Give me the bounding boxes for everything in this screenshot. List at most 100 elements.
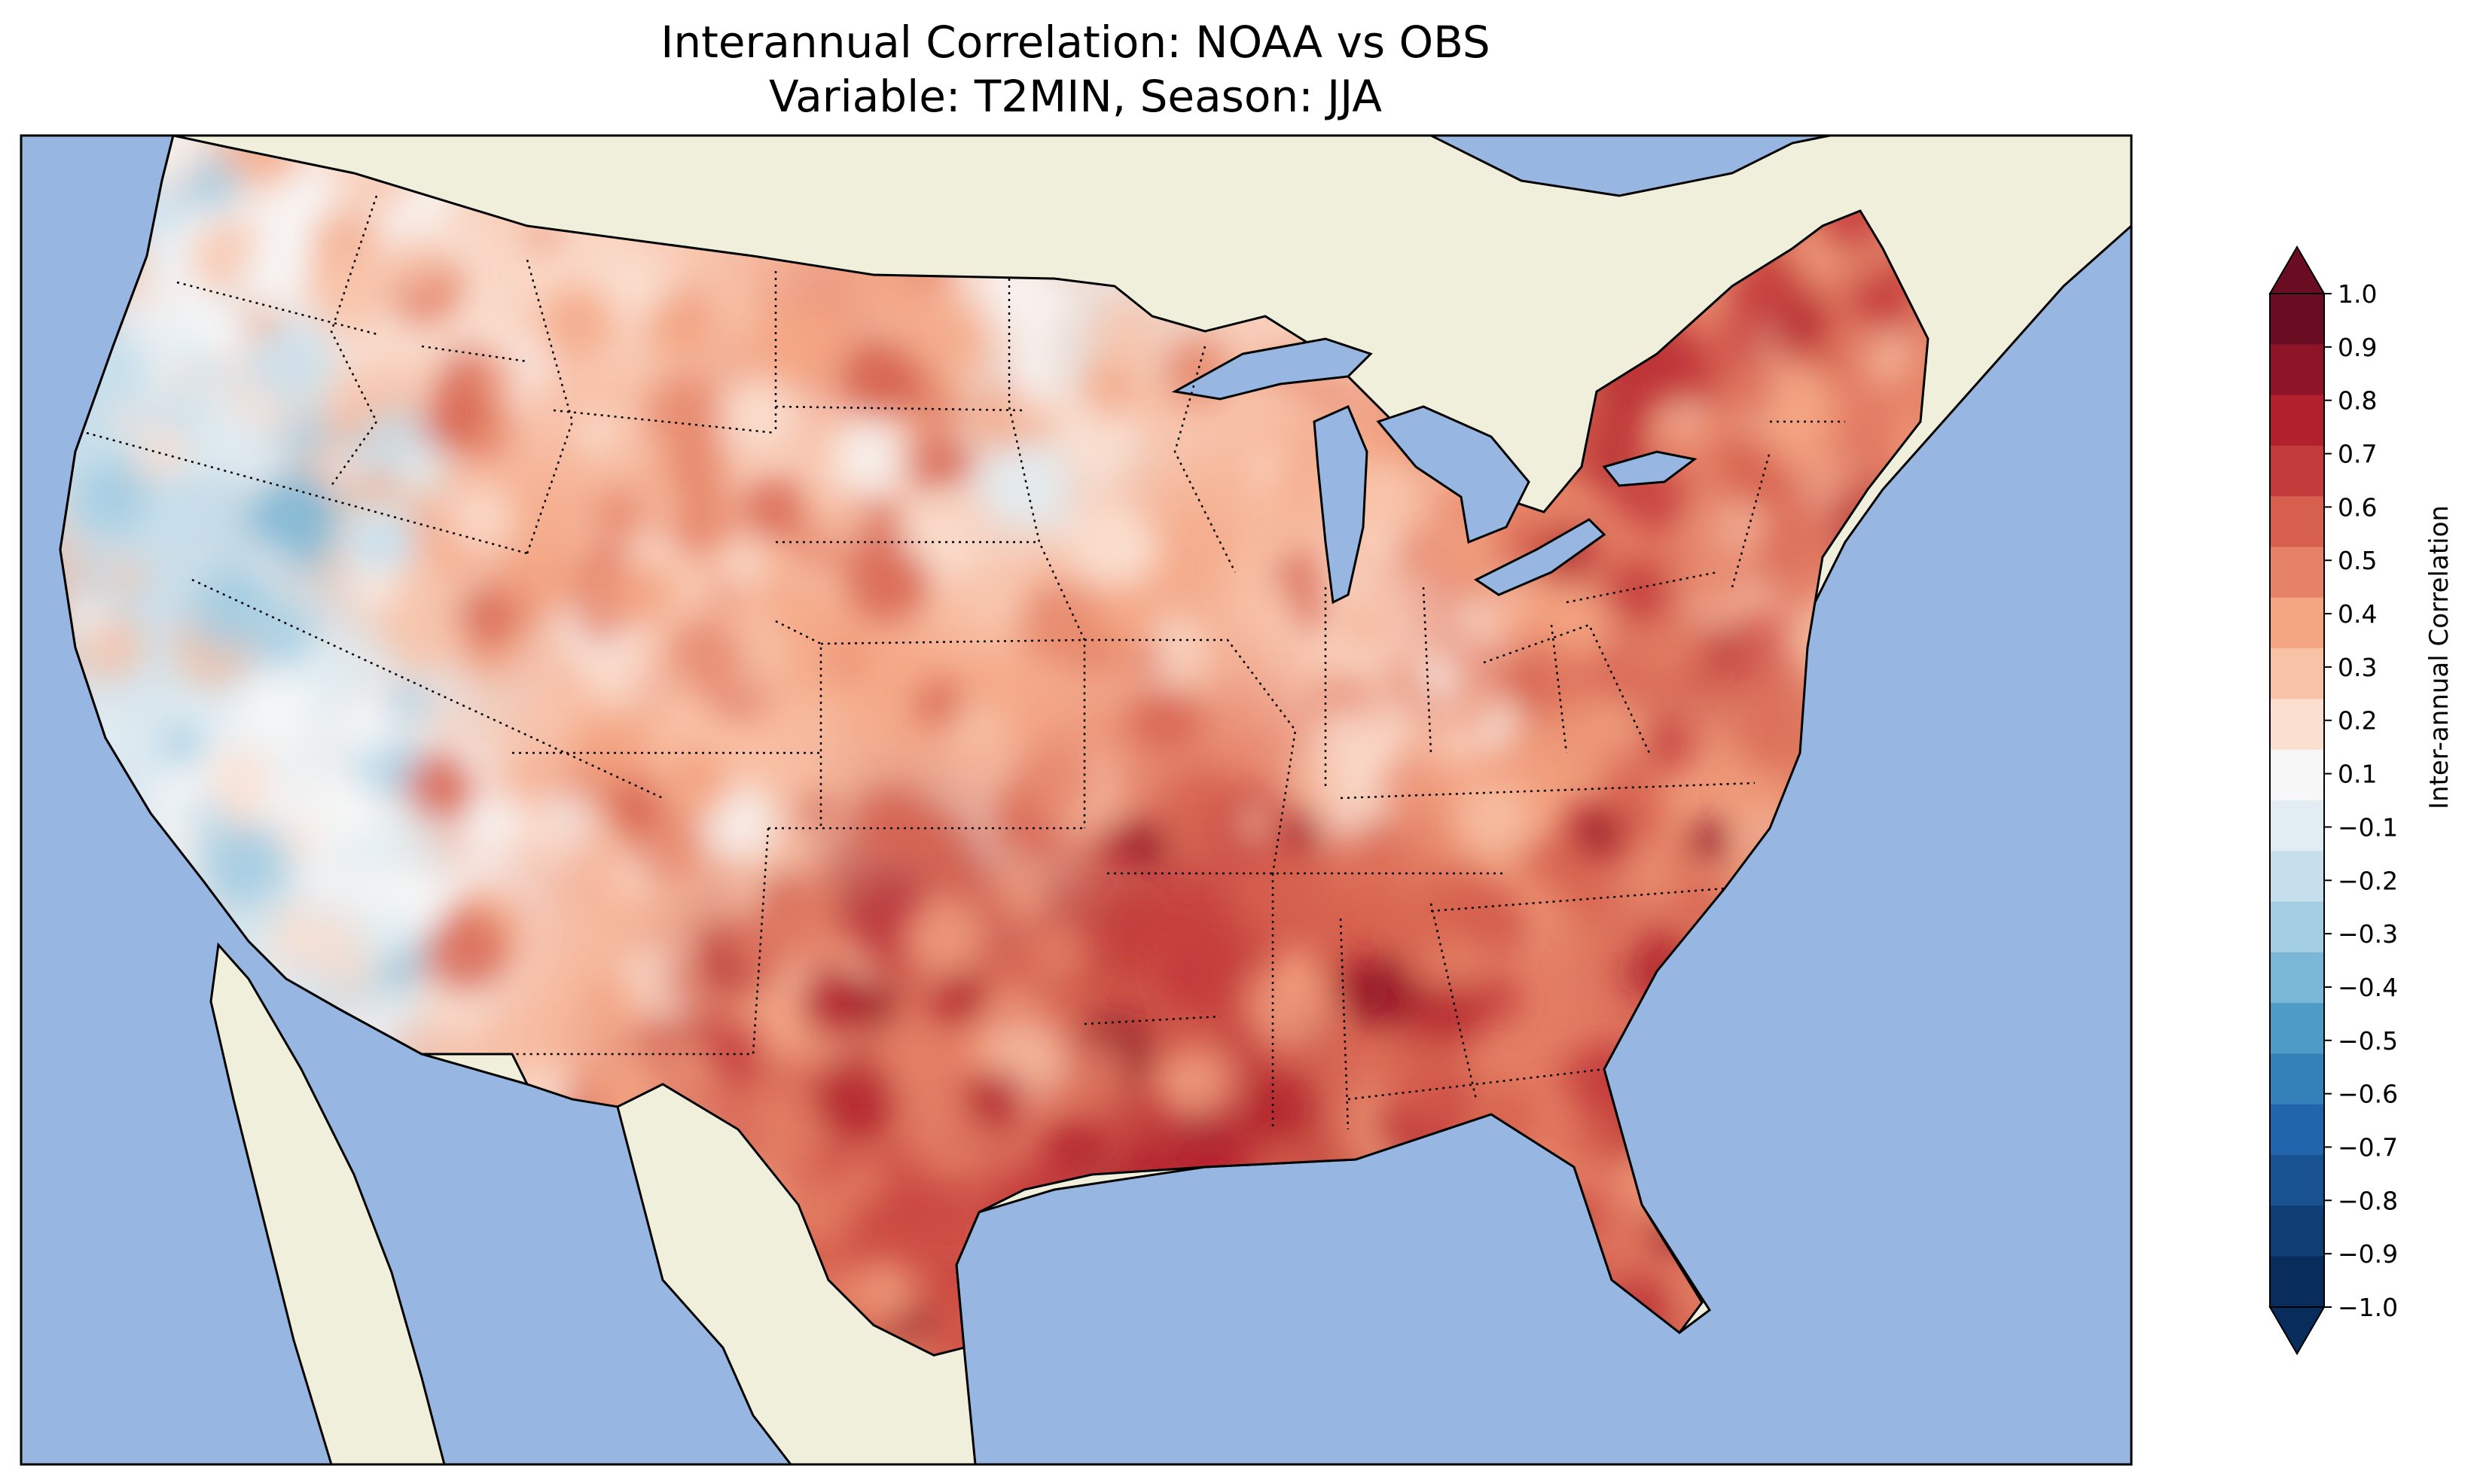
correlation-cell [599, 543, 626, 570]
correlation-cell [1360, 526, 1396, 562]
correlation-cell [1237, 479, 1280, 521]
correlation-cell [1287, 751, 1341, 806]
colorbar-tick-label: 0.9 [2338, 333, 2377, 362]
correlation-cell [192, 426, 237, 471]
correlation-cell [798, 967, 868, 1036]
correlation-cell [317, 772, 379, 834]
correlation-cell [1821, 465, 1866, 510]
correlation-cell [608, 780, 665, 837]
correlation-cell [1396, 530, 1435, 569]
correlation-cell [1020, 742, 1097, 818]
correlation-cell [904, 435, 959, 491]
correlation-cell [1664, 846, 1691, 873]
correlation-cell [1346, 606, 1382, 642]
correlation-cell [1274, 550, 1320, 597]
correlation-cell [697, 1017, 768, 1088]
correlation-cell [818, 495, 869, 546]
correlation-cell [905, 816, 961, 872]
colorbar-tick-label: 0.8 [2338, 386, 2377, 416]
correlation-cell [666, 434, 728, 496]
correlation-cell [1157, 1044, 1235, 1122]
correlation-cell [422, 394, 482, 454]
great-lakes [1171, 337, 1698, 605]
colorbar-tick-label: −0.3 [2338, 919, 2398, 949]
correlation-cell [423, 910, 508, 994]
colorbar-frame [2269, 293, 2325, 1308]
lake [1376, 405, 1530, 544]
correlation-cell [1247, 538, 1282, 572]
correlation-cell [1249, 448, 1280, 480]
correlation-cell [1161, 929, 1245, 1013]
correlation-cell [391, 682, 429, 720]
colorbar-tick-label: 0.7 [2338, 440, 2377, 469]
correlation-cell [845, 541, 928, 624]
figure-title: Interannual Correlation: NOAA vs OBS Var… [21, 15, 2130, 123]
correlation-cell [956, 573, 1023, 641]
colorbar-tick-label: −0.1 [2338, 812, 2398, 842]
colorbar-tick-label: −0.8 [2338, 1186, 2398, 1215]
correlation-cell [1378, 1035, 1458, 1115]
correlation-cell [453, 1008, 480, 1035]
colorbar-tick-label: 0.5 [2338, 546, 2377, 575]
colorbar: 1.0 0.9 0.8 0.7 0.6 0.5 0.4 0.3 0.2 0.1 −0.1 −0.2 −0… [2268, 245, 2398, 1355]
colorbar-segment [2270, 294, 2324, 345]
correlation-cell [832, 644, 864, 676]
correlation-cell [505, 541, 570, 605]
correlation-cell [743, 478, 806, 541]
correlation-cell [986, 449, 1061, 524]
correlation-cell [1277, 946, 1318, 986]
colorbar-label: Inter-annual Correlation [2424, 505, 2454, 809]
correlation-cell [1069, 1041, 1127, 1100]
colorbar-tick-label: 0.2 [2338, 706, 2377, 736]
correlation-cell [721, 389, 775, 443]
state-border [1173, 346, 1237, 573]
correlation-cell [594, 489, 645, 541]
correlation-cell [931, 968, 991, 1028]
correlation-cell [1472, 974, 1521, 1023]
colorbar-segment [2270, 1155, 2324, 1206]
correlation-cell [1072, 628, 1124, 681]
correlation-cell [1123, 822, 1168, 867]
colorbar-segment [2270, 344, 2324, 396]
correlation-cell [1456, 781, 1530, 855]
correlation-cell [1564, 1108, 1624, 1168]
correlation-cell [642, 485, 679, 523]
colorbar-tick-label: −0.7 [2338, 1132, 2398, 1162]
correlation-cell [966, 1069, 1025, 1128]
colorbar-segment [2270, 496, 2324, 548]
correlation-cell [589, 648, 651, 710]
correlation-cell [328, 837, 364, 873]
correlation-cell [1489, 585, 1545, 641]
state-border [1422, 587, 1432, 754]
colorbar-segment [2270, 901, 2324, 953]
correlation-cell [368, 983, 419, 1034]
colorbar-segment [2270, 395, 2324, 446]
state-border [1566, 571, 1718, 604]
state-border [1430, 887, 1725, 913]
correlation-cell [1443, 876, 1520, 952]
correlation-cell [66, 597, 104, 635]
correlation-cell [1359, 460, 1427, 528]
correlation-cell [1118, 904, 1153, 938]
correlation-cell [1064, 498, 1149, 583]
correlation-cell [1027, 410, 1059, 442]
state-border [191, 578, 663, 800]
correlation-cell [392, 443, 451, 502]
correlation-cell [1088, 297, 1167, 376]
correlation-cell [1636, 715, 1695, 773]
correlation-cell [213, 566, 267, 620]
correlation-cell [328, 242, 390, 304]
correlation-cell [294, 650, 343, 698]
correlation-cell [393, 239, 443, 288]
colorbar-segment [2270, 445, 2324, 497]
colorbar-segment [2270, 699, 2324, 751]
correlation-cell [1538, 843, 1595, 900]
correlation-cell [444, 480, 517, 553]
correlation-cell [1481, 718, 1512, 748]
colorbar-tick-label: −0.5 [2338, 1026, 2398, 1056]
correlation-cell [103, 464, 147, 507]
correlation-cell [1347, 957, 1419, 1029]
correlation-cell [607, 257, 660, 310]
correlation-cell [279, 823, 314, 858]
correlation-cell [1439, 726, 1475, 762]
